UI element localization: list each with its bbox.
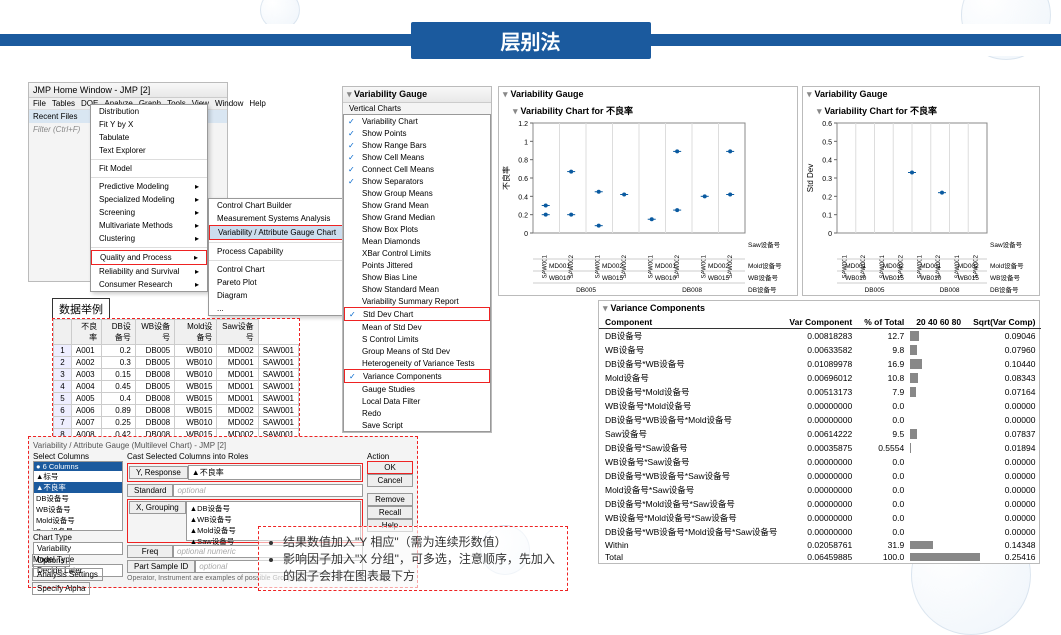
- recall-button[interactable]: Recall: [367, 506, 413, 519]
- svg-text:Std Dev: Std Dev: [806, 164, 815, 192]
- svg-text:0.3: 0.3: [822, 176, 832, 183]
- ok-button[interactable]: OK: [367, 461, 413, 474]
- slide-title-bar: 层别法: [0, 24, 1061, 56]
- cast-label: Cast Selected Columns into Roles: [127, 452, 363, 461]
- svg-text:MD002: MD002: [602, 263, 623, 270]
- svg-text:MD001: MD001: [655, 263, 676, 270]
- cancel-button[interactable]: Cancel: [367, 474, 413, 487]
- notes-box: 结果数值加入"Y 相应"（需为连续形数值）影响因子加入"X 分组"，可多选，注意…: [258, 526, 568, 591]
- svg-text:0.2: 0.2: [518, 213, 528, 220]
- svg-text:WB015: WB015: [958, 275, 980, 282]
- svg-text:MD002: MD002: [958, 263, 979, 270]
- data-example-label: 数据举例: [52, 298, 110, 320]
- svg-text:DB设备号: DB设备号: [748, 285, 777, 294]
- svg-text:WB015: WB015: [708, 275, 730, 282]
- svg-text:Saw设备号: Saw设备号: [748, 240, 781, 249]
- freq-button[interactable]: Freq: [127, 545, 173, 558]
- svg-text:1: 1: [524, 139, 528, 146]
- variability-options-panel: ▾ Variability Gauge Vertical Charts Vari…: [342, 86, 492, 433]
- analysis-btn[interactable]: Analysis Settings: [32, 568, 103, 581]
- columns-count: ● 6 Columns: [34, 462, 122, 471]
- svg-text:0: 0: [828, 231, 832, 238]
- svg-text:MD001: MD001: [845, 263, 866, 270]
- dialog-title: Variability / Attribute Gauge (Multileve…: [33, 441, 413, 450]
- svg-text:MD001: MD001: [549, 263, 570, 270]
- svg-text:0.1: 0.1: [822, 213, 832, 220]
- chart2-svg: 00.10.20.30.40.50.6Std DevSAW001SAW002SA…: [803, 119, 1037, 295]
- svg-text:1.2: 1.2: [518, 121, 528, 128]
- chart1-svg: 00.20.40.60.811.2不良率SAW001SAW002SAW001SA…: [499, 119, 795, 295]
- variability-chart-2: ▾Variability Gauge ▾Variability Chart fo…: [802, 86, 1040, 296]
- svg-text:WB010: WB010: [549, 275, 571, 282]
- svg-text:0.5: 0.5: [822, 139, 832, 146]
- y-response-field[interactable]: ▲不良率: [188, 465, 361, 480]
- svg-text:SAW001: SAW001: [648, 254, 654, 278]
- svg-text:DB设备号: DB设备号: [990, 285, 1019, 294]
- options-list[interactable]: Variability ChartShow PointsShow Range B…: [343, 114, 491, 432]
- svg-text:Saw设备号: Saw设备号: [990, 240, 1023, 249]
- x-grouping-button[interactable]: X, Grouping: [129, 501, 186, 514]
- remove-button[interactable]: Remove: [367, 493, 413, 506]
- chart2-title: Variability Gauge: [815, 89, 888, 99]
- svg-text:WB010: WB010: [920, 275, 942, 282]
- quality-process-submenu[interactable]: Control Chart BuilderMeasurement Systems…: [208, 198, 358, 316]
- svg-text:0.8: 0.8: [518, 158, 528, 165]
- svg-text:WB010: WB010: [655, 275, 677, 282]
- svg-text:Mold设备号: Mold设备号: [990, 261, 1024, 270]
- alpha-btn[interactable]: Specify Alpha: [32, 582, 90, 595]
- options-section: Vertical Charts: [343, 103, 491, 114]
- slide-title: 层别法: [411, 22, 651, 59]
- chart-type-label: Chart Type: [33, 533, 123, 542]
- variance-components-panel: ▾Variance Components ComponentVar Compon…: [598, 300, 1040, 564]
- svg-text:MD002: MD002: [708, 263, 729, 270]
- svg-text:DB008: DB008: [940, 287, 960, 294]
- analyze-menu[interactable]: DistributionFit Y by XTabulateText Explo…: [90, 104, 208, 292]
- options-btn[interactable]: Options: [32, 554, 70, 567]
- svg-text:不良率: 不良率: [501, 166, 511, 190]
- variability-chart-1: ▾Variability Gauge ▾Variability Chart fo…: [498, 86, 798, 296]
- chart2-subtitle: Variability Chart for 不良率: [825, 106, 938, 116]
- svg-text:WB015: WB015: [883, 275, 905, 282]
- y-response-button[interactable]: Y, Response: [129, 466, 188, 479]
- window-title: JMP Home Window - JMP [2]: [29, 83, 227, 98]
- svg-text:0: 0: [524, 231, 528, 238]
- chart1-title: Variability Gauge: [511, 89, 584, 99]
- svg-text:WB设备号: WB设备号: [990, 273, 1020, 282]
- svg-text:0.2: 0.2: [822, 194, 832, 201]
- standard-field[interactable]: optional: [173, 484, 363, 497]
- svg-text:0.4: 0.4: [518, 194, 528, 201]
- svg-text:DB005: DB005: [865, 287, 885, 294]
- svg-text:WB设备号: WB设备号: [748, 273, 778, 282]
- svg-text:DB008: DB008: [682, 287, 702, 294]
- chart1-subtitle: Variability Chart for 不良率: [521, 106, 634, 116]
- svg-text:0.6: 0.6: [822, 121, 832, 128]
- select-columns-label: Select Columns: [33, 452, 123, 461]
- action-label: Action: [367, 452, 413, 461]
- svg-text:SAW001: SAW001: [542, 254, 548, 278]
- svg-text:0.4: 0.4: [822, 158, 832, 165]
- svg-text:MD002: MD002: [883, 263, 904, 270]
- svg-text:WB015: WB015: [602, 275, 624, 282]
- svg-text:SAW001: SAW001: [701, 254, 707, 278]
- variance-components-table: ComponentVar Component% of Total20 40 60…: [599, 316, 1041, 563]
- part-button[interactable]: Part Sample ID: [127, 560, 195, 573]
- options-title: Variability Gauge: [354, 89, 427, 99]
- svg-text:MD001: MD001: [920, 263, 941, 270]
- svg-text:WB010: WB010: [845, 275, 867, 282]
- svg-text:0.6: 0.6: [518, 176, 528, 183]
- svg-text:Mold设备号: Mold设备号: [748, 261, 782, 270]
- vc-title: Variance Components: [611, 303, 706, 313]
- svg-text:SAW001: SAW001: [595, 254, 601, 278]
- standard-button[interactable]: Standard: [127, 484, 173, 497]
- svg-text:DB005: DB005: [576, 287, 596, 294]
